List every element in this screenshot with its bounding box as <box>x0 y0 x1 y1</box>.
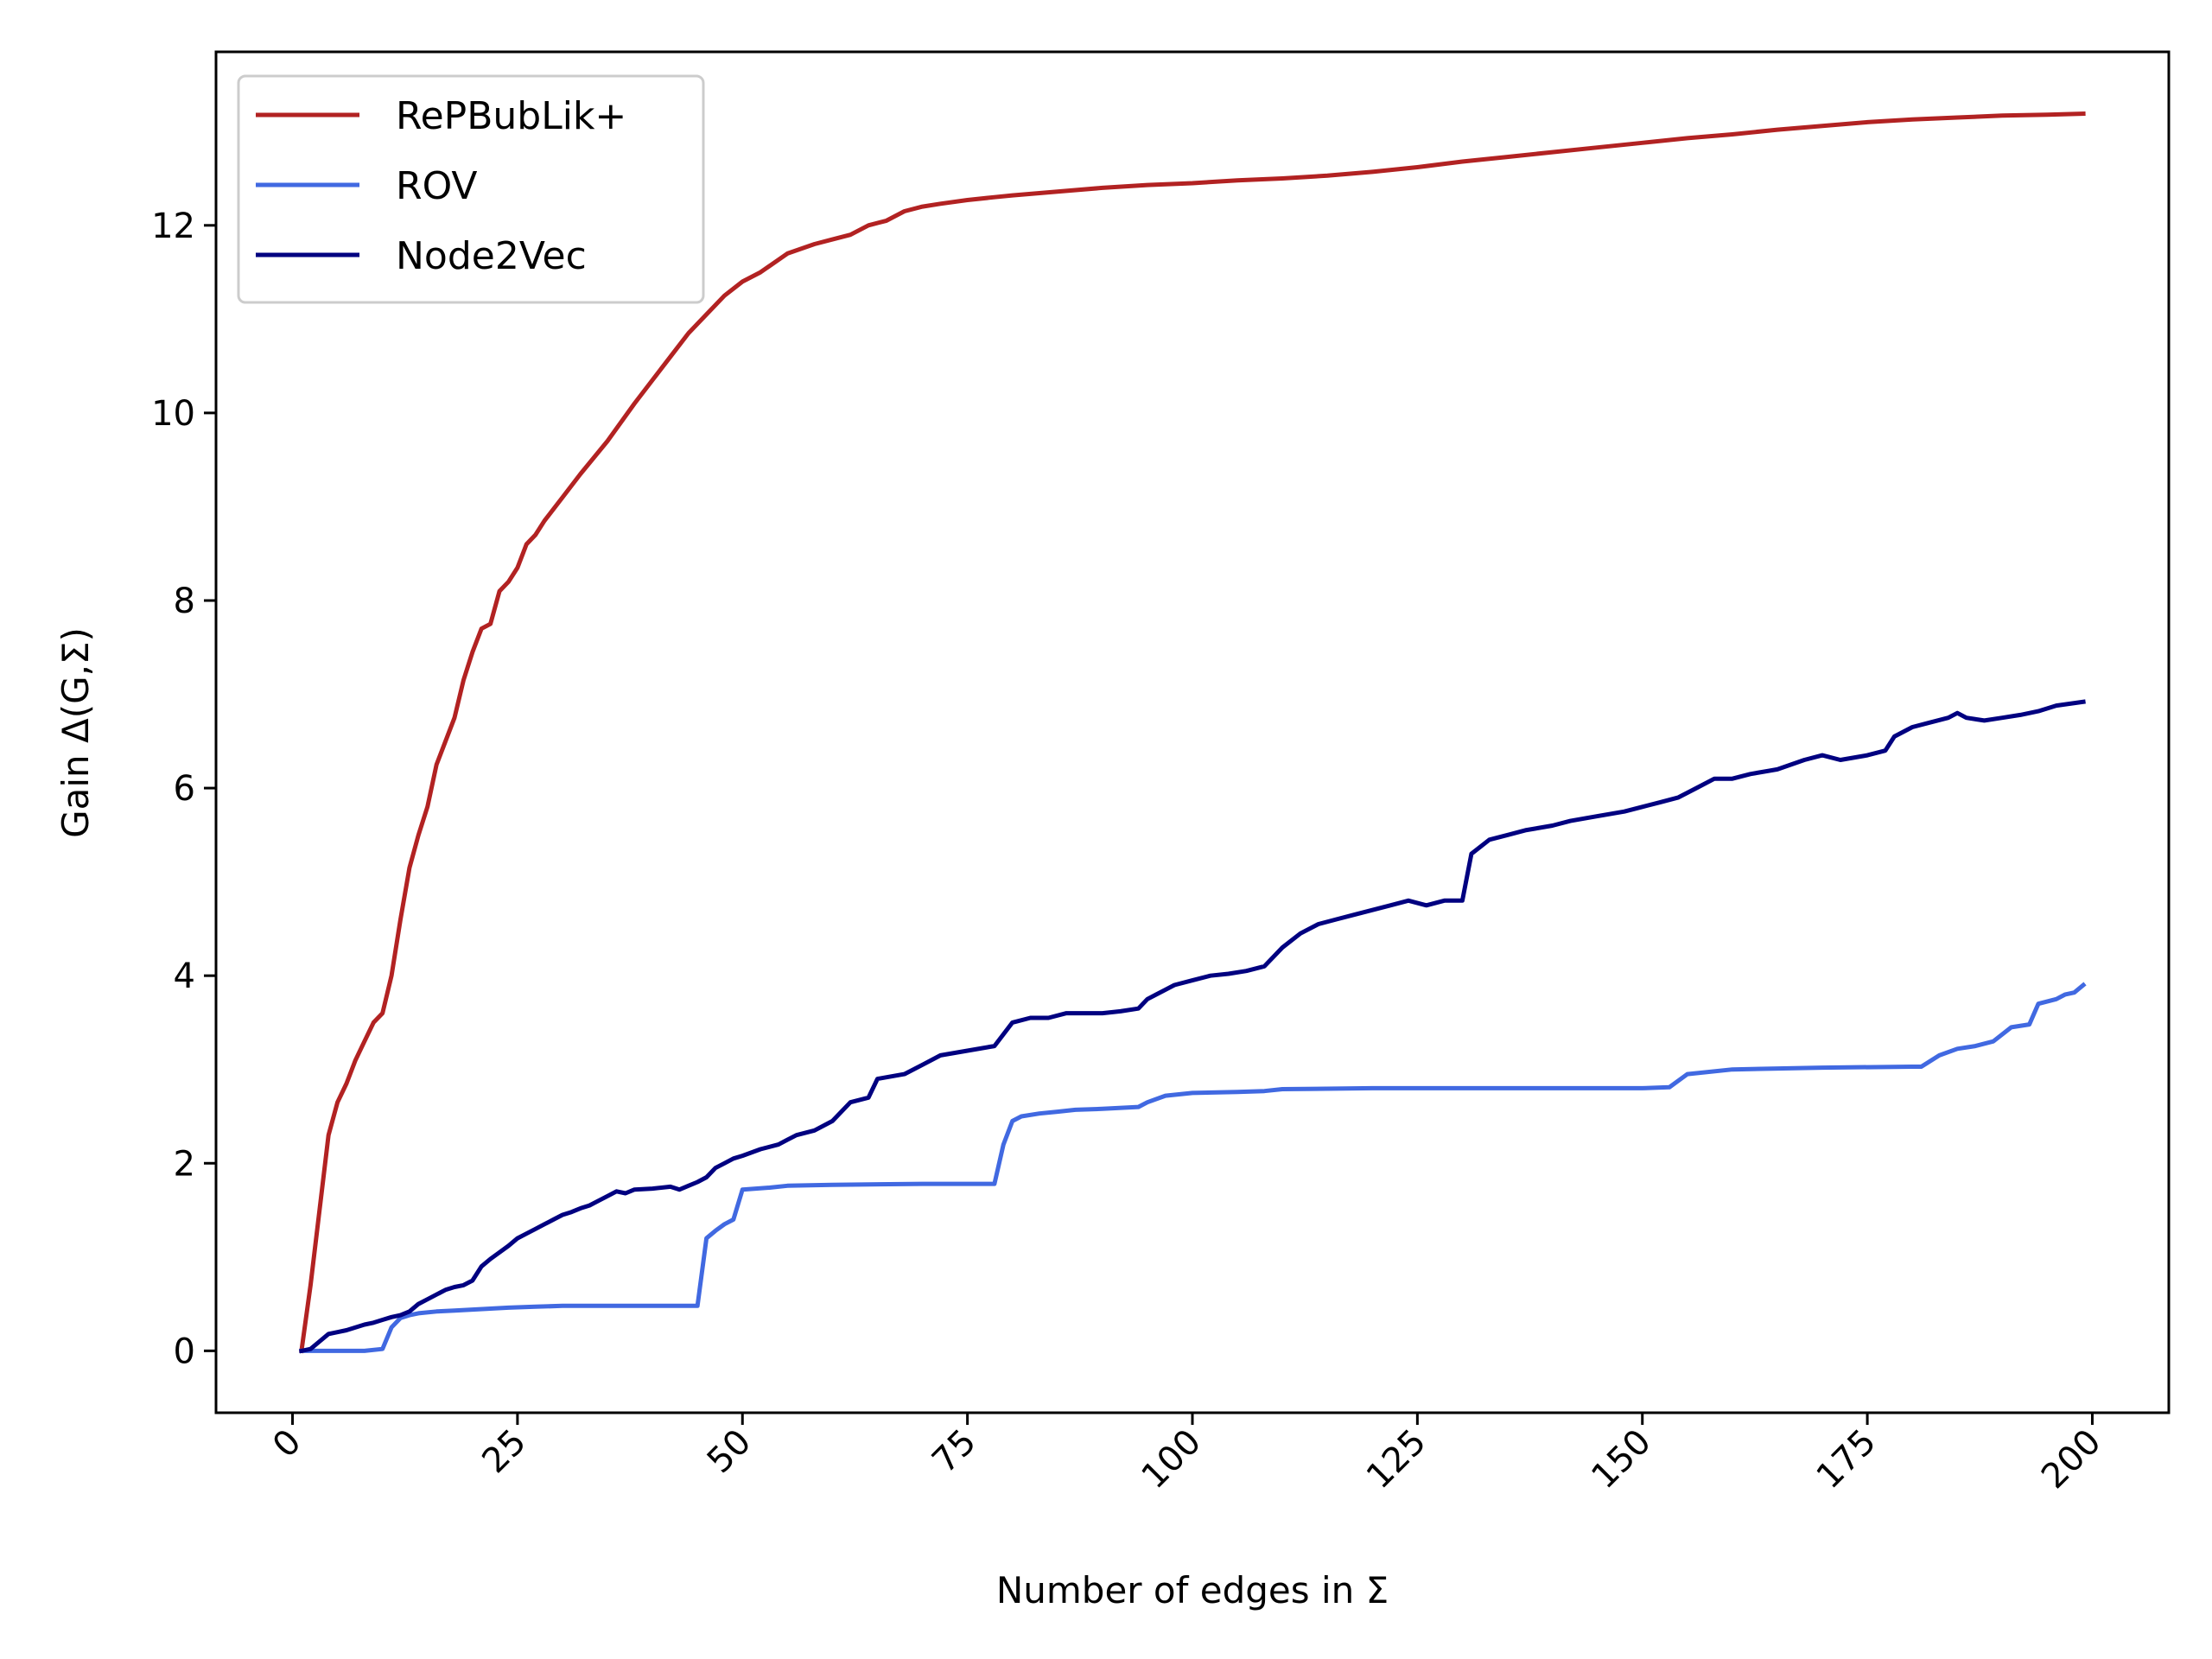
series-line-node2vec <box>298 699 2086 1354</box>
legend-label-node2vec: Node2Vec <box>396 234 587 278</box>
y-tick-label: 8 <box>174 582 195 621</box>
legend-label-repbublik: RePBubLik+ <box>396 94 626 138</box>
legend-box <box>237 74 705 304</box>
y-axis: 0 2 4 6 8 10 12 <box>151 207 216 1371</box>
y-tick-label: 12 <box>151 207 195 246</box>
legend-label-rov: ROV <box>396 164 478 208</box>
y-axis-label: Gain Δ(G,Σ) <box>54 627 97 838</box>
y-tick-label: 2 <box>174 1144 195 1184</box>
series-layer <box>298 111 2087 1354</box>
series-line-repbublik <box>299 111 2086 1354</box>
legend: RePBubLik+ ROV Node2Vec <box>237 74 705 304</box>
y-tick-label: 6 <box>174 769 195 809</box>
x-axis-label: Number of edges in Σ <box>996 1569 1389 1611</box>
series-line-rov <box>299 982 2087 1353</box>
y-tick-label: 0 <box>174 1332 195 1371</box>
y-tick-label: 4 <box>174 957 195 996</box>
y-tick-label: 10 <box>151 394 195 434</box>
